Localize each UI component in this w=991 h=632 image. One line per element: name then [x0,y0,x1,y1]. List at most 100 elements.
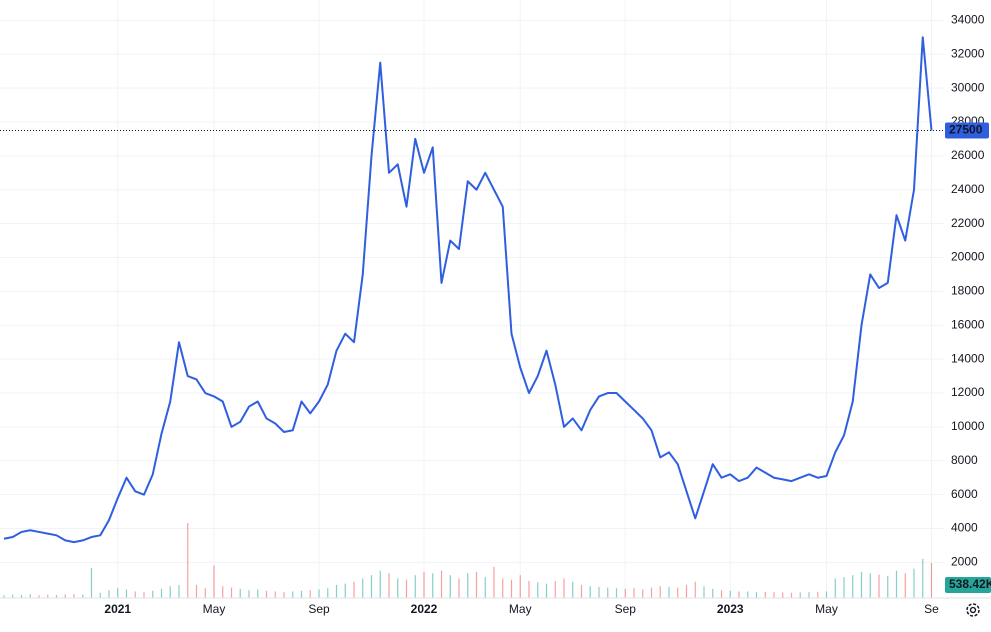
volume-bar [817,591,819,598]
volume-bar [624,588,626,598]
volume-bar [589,586,591,598]
volume-bar [493,566,495,598]
volume-bar [668,586,670,598]
volume-bar [738,591,740,598]
volume-bar [353,581,355,598]
volume-bar [169,586,171,598]
volume-bar [904,573,906,598]
volume-bar [257,589,259,598]
x-tick-label: Sep [615,602,637,616]
volume-bar [537,582,539,598]
y-tick-label: 16000 [951,317,985,331]
volume-bar [108,590,110,598]
volume-bar [265,590,268,598]
volume [3,523,933,598]
volume-bar [239,588,241,598]
volume-bar [799,592,801,598]
y-tick-label: 12000 [951,385,985,399]
volume-bar [598,586,600,598]
volume-bar [423,571,425,598]
volume-bar [502,578,504,598]
volume-bar [475,571,478,598]
y-tick-label: 24000 [951,182,985,196]
volume-bar [580,584,583,598]
volume-bar [808,592,810,598]
volume-bar [134,591,136,598]
volume-bar [335,584,338,598]
volume-bar [283,592,285,598]
volume-bar [213,565,215,598]
volume-bar [913,568,915,598]
volume-bar [388,573,390,598]
volume-bar [12,594,14,598]
volume-bar [633,588,635,598]
volume-bar [117,588,119,598]
x-tick-label: 2022 [411,602,438,616]
volume-bar [248,590,250,598]
x-tick-label: 2021 [104,602,131,616]
volume-bar [204,588,206,598]
volume-bar [642,589,644,598]
volume-bar [362,578,364,598]
plot [0,36,944,544]
volume-bar [397,578,399,598]
volume-bar [3,595,5,598]
volume-bar [930,562,933,598]
volume-bar [195,584,198,598]
volume-bar [440,570,443,598]
volume-bar [20,595,23,598]
volume-bar [143,592,145,598]
y-tick-label: 10000 [951,419,985,433]
grid [0,0,944,598]
volume-bar [47,594,49,598]
volume-bar [528,581,530,598]
volume-bar [449,575,451,598]
volume-bar [187,523,189,598]
volume-bar [467,573,469,598]
y-tick-label: 30000 [951,80,985,94]
volume-bar [860,571,863,598]
y-tick-label: 6000 [951,487,978,501]
last-price-box [945,122,989,139]
volume-label: 538.42K [949,577,991,591]
y-tick-label: 14000 [951,351,985,365]
volume-bar [318,589,320,598]
volume-bar [484,577,486,598]
volume-bar [878,574,880,598]
volume-bar [852,575,854,598]
x-tick-label: May [509,602,532,616]
volume-bar [519,575,521,598]
volume-bar [685,584,688,598]
volume-bar [414,575,416,598]
y-tick-label: 22000 [951,216,985,230]
volume-bar [764,591,766,598]
volume-bar [782,592,784,598]
volume-bar [327,588,329,598]
volume-bar [90,568,93,598]
volume-bar [292,591,294,598]
volume-bar [825,591,828,598]
volume-bar [747,591,749,598]
y-tick-label: 2000 [951,555,978,569]
volume-bar [563,578,565,598]
volume-bar [572,581,574,598]
volume-bar [607,587,609,598]
volume-bar [379,570,381,598]
volume-bar [703,586,705,598]
settings-icon[interactable] [966,603,980,617]
volume-bar [729,590,731,598]
volume-bar [615,588,618,598]
volume-bar [659,586,661,598]
volume-bar [922,558,924,598]
price-axis: 2000 4000 6000 8000 10000 12000 14000 16000 1800… [945,13,991,593]
volume-bar [694,581,696,598]
volume-bar [344,583,346,598]
y-tick-label: 32000 [951,46,985,60]
volume-bar [309,590,311,598]
volume-bar [230,587,233,598]
volume-bar [160,588,163,598]
last-price-label: 27500 [949,123,983,137]
x-tick-label: 2023 [717,602,744,616]
